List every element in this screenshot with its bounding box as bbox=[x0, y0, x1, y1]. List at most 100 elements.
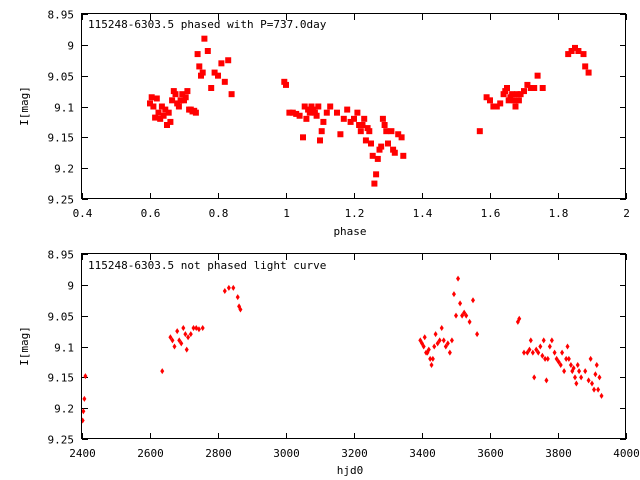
x-tick-label: 1.8 bbox=[549, 207, 569, 220]
data-point bbox=[531, 85, 538, 91]
data-point bbox=[549, 337, 554, 344]
data-point bbox=[192, 109, 199, 116]
data-point bbox=[467, 318, 472, 325]
data-point bbox=[179, 91, 186, 98]
data-point bbox=[579, 374, 584, 381]
data-point bbox=[571, 365, 576, 372]
data-point bbox=[373, 171, 380, 178]
data-point bbox=[528, 337, 533, 344]
data-point bbox=[504, 85, 510, 91]
data-point bbox=[376, 146, 383, 153]
data-point bbox=[475, 331, 480, 338]
data-point bbox=[327, 103, 334, 110]
data-point bbox=[181, 97, 187, 104]
data-point bbox=[430, 355, 435, 362]
data-point bbox=[540, 352, 545, 359]
data-point bbox=[172, 343, 177, 350]
data-point bbox=[594, 362, 599, 368]
data-point bbox=[188, 331, 193, 338]
x-tick-label: 1 bbox=[283, 207, 290, 220]
data-point bbox=[500, 91, 507, 98]
data-point bbox=[318, 128, 325, 135]
x-tick-label: 3600 bbox=[477, 447, 504, 460]
data-point bbox=[460, 312, 465, 319]
data-point bbox=[534, 346, 539, 353]
data-point bbox=[530, 349, 535, 356]
data-point bbox=[514, 91, 521, 98]
data-point bbox=[590, 380, 594, 387]
data-point bbox=[369, 152, 376, 159]
data-point bbox=[597, 374, 602, 381]
y-tick-label: 9.1 bbox=[54, 102, 74, 115]
data-point bbox=[160, 368, 165, 375]
data-point bbox=[524, 81, 531, 88]
data-point bbox=[525, 349, 530, 356]
y-axis-label: I[mag] bbox=[18, 326, 31, 366]
data-point bbox=[320, 118, 327, 125]
data-point bbox=[199, 69, 206, 76]
data-point bbox=[286, 109, 293, 116]
data-point bbox=[157, 115, 164, 122]
plot-frame bbox=[81, 13, 626, 199]
data-point bbox=[228, 91, 235, 98]
data-point bbox=[194, 51, 201, 58]
plot-frame bbox=[81, 253, 626, 439]
data-point bbox=[175, 103, 182, 110]
x-axis-label: phase bbox=[333, 225, 366, 238]
data-point bbox=[497, 100, 504, 107]
data-point bbox=[564, 355, 569, 362]
data-point bbox=[515, 97, 522, 104]
data-point bbox=[429, 362, 434, 368]
data-point bbox=[226, 284, 231, 291]
data-point bbox=[493, 103, 500, 110]
data-point bbox=[235, 294, 240, 301]
data-point bbox=[509, 91, 516, 98]
y-tick-label: 9.15 bbox=[48, 372, 75, 385]
data-point bbox=[198, 72, 204, 79]
data-point bbox=[476, 128, 483, 135]
data-point bbox=[390, 146, 397, 153]
data-point bbox=[586, 377, 591, 384]
data-point bbox=[556, 358, 561, 365]
data-point bbox=[147, 100, 153, 107]
data-point bbox=[437, 337, 442, 344]
x-tick-label: 2800 bbox=[205, 447, 232, 460]
data-point bbox=[400, 152, 407, 159]
data-point bbox=[150, 103, 157, 110]
data-point bbox=[303, 115, 310, 122]
data-point bbox=[300, 134, 306, 141]
data-point bbox=[337, 131, 344, 138]
data-point bbox=[356, 122, 363, 128]
data-points bbox=[147, 35, 592, 187]
data-point bbox=[186, 334, 191, 341]
x-tick-label: 0.6 bbox=[141, 207, 161, 220]
data-point bbox=[483, 94, 490, 101]
data-point bbox=[565, 343, 570, 350]
data-point bbox=[538, 343, 543, 350]
data-point bbox=[179, 340, 184, 347]
data-point bbox=[421, 343, 426, 350]
data-point bbox=[359, 122, 366, 128]
x-tick-label: 1.2 bbox=[345, 207, 365, 220]
data-point bbox=[174, 100, 181, 107]
data-point bbox=[443, 343, 448, 350]
x-tick-label: 2400 bbox=[69, 447, 96, 460]
data-point bbox=[554, 355, 559, 362]
data-point bbox=[158, 103, 165, 110]
data-point bbox=[340, 115, 347, 122]
x-tick-label: 0.8 bbox=[209, 207, 229, 220]
x-tick-label: 3200 bbox=[341, 447, 368, 460]
data-point bbox=[366, 128, 373, 135]
data-point bbox=[347, 118, 354, 125]
data-point bbox=[574, 380, 579, 387]
data-point bbox=[334, 109, 340, 116]
data-point bbox=[177, 97, 184, 104]
x-tick-label: 3000 bbox=[273, 447, 300, 460]
data-point bbox=[175, 328, 180, 335]
y-tick-label: 9 bbox=[67, 40, 74, 53]
data-point bbox=[385, 140, 391, 147]
data-point bbox=[81, 408, 86, 415]
data-points bbox=[80, 275, 604, 424]
data-point bbox=[527, 346, 532, 353]
data-point bbox=[323, 109, 330, 116]
